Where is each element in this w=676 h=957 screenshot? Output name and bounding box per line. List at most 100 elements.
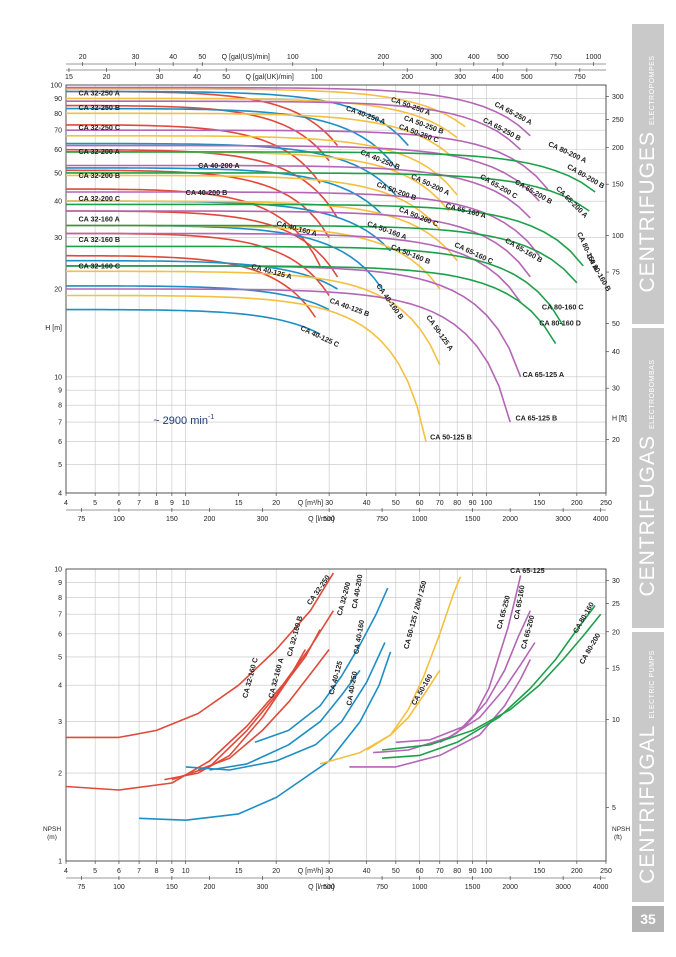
- x-tick-label: 9: [170, 868, 174, 875]
- ft-tick-label: 50: [612, 321, 620, 328]
- gal-us-tick-label: 1000: [586, 54, 602, 61]
- npsh-curve-ca-65-160: [395, 610, 532, 744]
- gal-us-tick-label: 200: [377, 54, 389, 61]
- lmin-tick-label: 1000: [412, 516, 428, 523]
- x-tick-label: 5: [93, 500, 97, 507]
- y-tick-label: 4: [58, 683, 62, 690]
- x-tick-label: 15: [235, 500, 243, 507]
- npsh-curve-ca-80-160: [382, 605, 596, 759]
- curve-label: CA 65-200 B: [513, 177, 554, 206]
- y-tick-label: 6: [58, 631, 62, 638]
- x-tick-label: 50: [392, 500, 400, 507]
- x-tick-label: 250: [600, 500, 612, 507]
- lmin-tick-label: 1000: [412, 884, 428, 891]
- sidebar-tab-es: CENTRIFUGAS ELECTROBOMBAS: [632, 328, 664, 628]
- x-tick-label: 150: [533, 868, 545, 875]
- x-tick-label: 6: [117, 868, 121, 875]
- y-tick-label: 3: [58, 719, 62, 726]
- sidebar-subtitle-fr: ELECTROPOMPES: [649, 55, 656, 125]
- npsh-curve-ca-40-125: [209, 669, 361, 771]
- curve-label: CA 40-125 B: [328, 296, 370, 319]
- y-tick-label: 50: [54, 170, 62, 177]
- curve-label: CA 32-160 C: [240, 656, 259, 699]
- ft-tick-label: 20: [612, 629, 620, 636]
- npsh-ft-unit: (ft): [614, 834, 622, 841]
- curve-label: CA 32-160 A: [266, 657, 285, 699]
- curve-ca-32-250-b: [66, 104, 330, 162]
- x-tick-label: 15: [235, 868, 243, 875]
- npsh-curve-ca-65-125: [349, 659, 532, 768]
- lmin-tick-label: 1500: [465, 884, 481, 891]
- lmin-tick-label: 500: [323, 516, 335, 523]
- curve-ca-65-200-a: [66, 129, 549, 190]
- x-tick-label: 40: [363, 500, 371, 507]
- gal-uk-tick-label: 15: [65, 74, 73, 81]
- curve-ca-40-125-b: [66, 285, 330, 311]
- ft-tick-label: 20: [612, 437, 620, 444]
- x-tick-label: 10: [182, 500, 190, 507]
- curve-label: CA 80-160: [571, 600, 596, 634]
- lmin-tick-label: 3000: [555, 884, 571, 891]
- y-tick-label: 5: [58, 462, 62, 469]
- lmin-tick-label: 200: [204, 516, 216, 523]
- curve-label: CA 65-125 A: [523, 370, 564, 379]
- gal-uk-axis-label: Q [gal(UK)/min]: [246, 74, 294, 81]
- curve-ca-50-200-a: [66, 135, 458, 196]
- curve-ca-50-160-a: [66, 200, 458, 262]
- y-tick-label: 8: [58, 595, 62, 602]
- sidebar-tab-en: CENTRIFUGAL ELECTRIC PUMPS: [632, 632, 664, 902]
- y-tick-label: 7: [58, 612, 62, 619]
- y-tick-label: 60: [54, 147, 62, 154]
- npsh-curve-ca-40-200: [254, 587, 389, 744]
- gal-us-tick-label: 750: [550, 54, 562, 61]
- x-tick-label: 50: [392, 868, 400, 875]
- curve-label: CA 32-250 C: [78, 123, 120, 132]
- y-tick-label: 40: [54, 199, 62, 206]
- curve-label: CA 80-200: [577, 631, 602, 665]
- sidebar-tab-fr: CENTRIFUGES ELECTROPOMPES: [632, 24, 664, 324]
- x-tick-label: 40: [363, 868, 371, 875]
- lmin-tick-label: 75: [77, 516, 85, 523]
- ft-tick-label: 200: [612, 145, 624, 152]
- lmin-tick-label: 1500: [465, 516, 481, 523]
- x-tick-label: 60: [416, 868, 424, 875]
- gal-uk-tick-label: 400: [492, 74, 504, 81]
- ft-tick-label: 5: [612, 805, 616, 812]
- curve-ca-65-160-c: [66, 232, 522, 303]
- y-tick-label: 2: [58, 771, 62, 778]
- x-tick-label: 7: [137, 500, 141, 507]
- x-tick-label: 9: [170, 500, 174, 507]
- gal-uk-tick-label: 20: [103, 74, 111, 81]
- x-axis-label: Q [m³/h]: [298, 868, 323, 875]
- curve-ca-40-250-a: [66, 90, 409, 147]
- curve-label: CA 32-250 B: [78, 103, 120, 112]
- gal-uk-tick-label: 40: [193, 74, 201, 81]
- lmin-tick-label: 750: [376, 884, 388, 891]
- x-tick-label: 80: [453, 868, 461, 875]
- ft-tick-label: 10: [612, 717, 620, 724]
- gal-us-tick-label: 100: [287, 54, 299, 61]
- npsh-curve-ca-40-160: [185, 642, 386, 771]
- curve-ca-50-250-c: [66, 112, 450, 155]
- y-tick-label: 5: [58, 654, 62, 661]
- curve-label: CA 40-200: [350, 574, 365, 610]
- x-tick-label: 80: [453, 500, 461, 507]
- gal-uk-tick-label: 200: [401, 74, 413, 81]
- curve-ca-65-160-a: [66, 191, 540, 257]
- x-tick-label: 8: [155, 500, 159, 507]
- x-tick-label: 20: [272, 868, 280, 875]
- curve-label: CA 50-125 / 200 / 250: [402, 580, 429, 650]
- gal-us-tick-label: 50: [198, 54, 206, 61]
- curve-ca-50-125-a: [66, 270, 441, 366]
- ft-tick-label: 40: [612, 349, 620, 356]
- curve-label: CA 32-250 A: [78, 89, 119, 98]
- npsh-curve-ca-32-160-a: [197, 649, 330, 771]
- curve-ca-50-160-b: [66, 224, 441, 290]
- curve-ca-50-200-c: [66, 174, 441, 230]
- x-tick-label: 4: [64, 868, 68, 875]
- x-tick-label: 100: [481, 868, 493, 875]
- lmin-tick-label: 4000: [593, 516, 609, 523]
- y-tick-label: 8: [58, 403, 62, 410]
- curve-label: CA 65-160 A: [445, 201, 487, 220]
